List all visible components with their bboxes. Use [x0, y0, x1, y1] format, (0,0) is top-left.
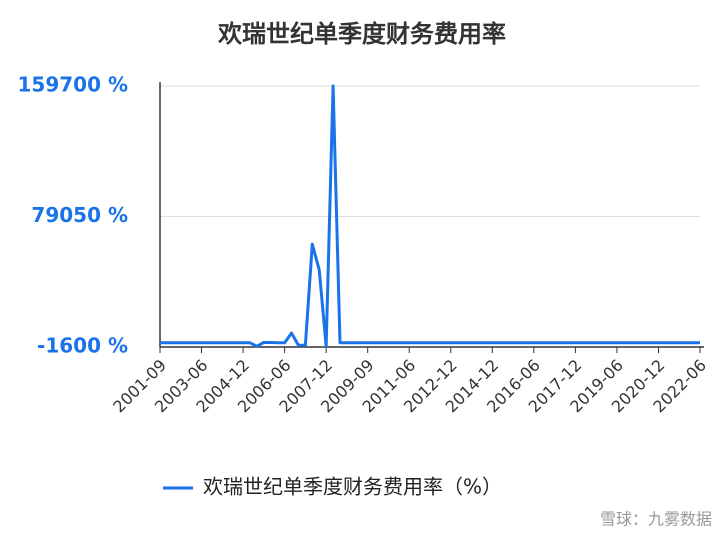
- data-line: [160, 84, 700, 348]
- y-tick-label: 159700 %: [18, 73, 129, 97]
- legend-label: 欢瑞世纪单季度财务费用率（%）: [203, 475, 502, 499]
- watermark: 雪球：九雾数据: [600, 510, 712, 529]
- chart-title: 欢瑞世纪单季度财务费用率: [217, 20, 506, 48]
- y-tick-label: 79050 %: [31, 203, 128, 227]
- y-tick-label: -1600 %: [37, 334, 128, 358]
